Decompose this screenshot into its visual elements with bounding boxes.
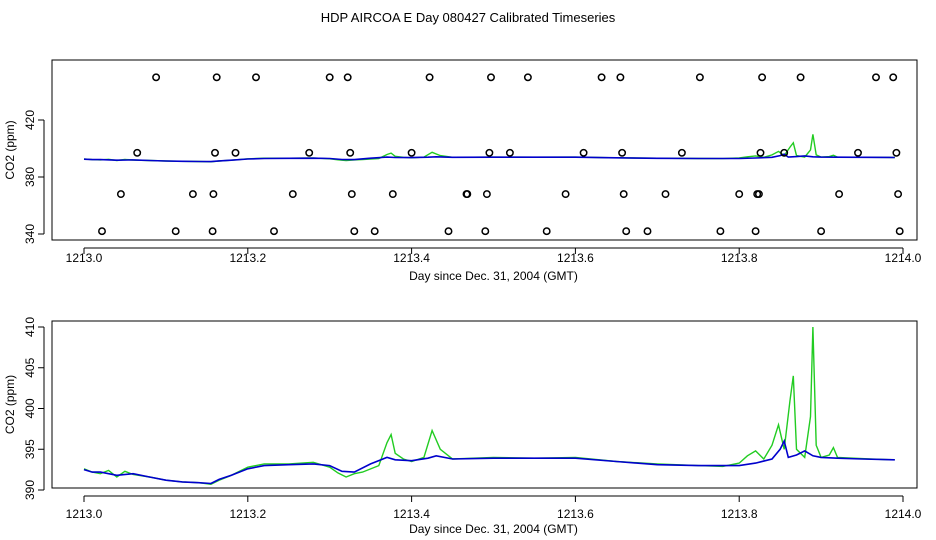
calibration-point bbox=[597, 73, 606, 82]
calibration-point bbox=[133, 148, 142, 157]
x-axis-label: Day since Dec. 31, 2004 (GMT) bbox=[409, 522, 578, 536]
x-tick-label: 1213.8 bbox=[721, 251, 758, 265]
bottom-panel-co2-timeseries: 1213.0 1213.2 1213.4 1213.6 1213.8 1214.0 Day … bbox=[3, 317, 922, 536]
calibration-point bbox=[116, 190, 125, 199]
y-tick-label: 410 bbox=[23, 317, 37, 337]
plot-frame bbox=[51, 59, 918, 241]
calibration-point bbox=[171, 227, 180, 236]
calibration-point bbox=[212, 73, 221, 82]
series-line-green bbox=[83, 326, 895, 486]
calibration-point bbox=[735, 190, 744, 199]
calibration-point bbox=[895, 227, 904, 236]
calibration-point bbox=[444, 227, 453, 236]
calibration-point bbox=[780, 148, 789, 157]
calibration-point bbox=[643, 227, 652, 236]
series-line-blue bbox=[83, 153, 895, 163]
calibration-point bbox=[618, 148, 627, 157]
calibration-point bbox=[388, 190, 397, 199]
calibration-point bbox=[209, 190, 218, 199]
x-tick-label: 1213.2 bbox=[229, 507, 266, 521]
y-axis-label: CO2 (ppm) bbox=[3, 120, 17, 179]
y-axis-label: CO2 (ppm) bbox=[3, 375, 17, 434]
calibration-point bbox=[481, 227, 490, 236]
calibration-point bbox=[482, 190, 491, 199]
calibration-point bbox=[579, 148, 588, 157]
y-tick-label: 380 bbox=[23, 167, 37, 187]
calibration-point bbox=[622, 227, 631, 236]
calibration-point bbox=[677, 148, 686, 157]
calibration-point bbox=[542, 227, 551, 236]
top-panel-calibration-points: 1213.0 1213.2 1213.4 1213.6 1213.8 1214.0 Day … bbox=[3, 59, 922, 283]
series-line-blue bbox=[83, 438, 895, 485]
x-tick-label: 1213.0 bbox=[66, 507, 103, 521]
calibration-point bbox=[343, 73, 352, 82]
calibration-point bbox=[872, 73, 880, 82]
figure-title: HDP AIRCOA E Day 080427 Calibrated Times… bbox=[321, 10, 616, 25]
x-tick-label: 1213.6 bbox=[557, 507, 594, 521]
calibration-point bbox=[661, 190, 670, 199]
calibration-point bbox=[188, 190, 197, 199]
calibration-point bbox=[370, 227, 379, 236]
plot-area bbox=[83, 73, 904, 236]
calibration-point bbox=[754, 190, 763, 199]
y-tick-label: 400 bbox=[23, 398, 37, 418]
calibration-point bbox=[231, 148, 240, 157]
calibration-point bbox=[152, 73, 161, 82]
calibration-point bbox=[346, 148, 355, 157]
calibration-point bbox=[889, 73, 898, 82]
calibration-point bbox=[505, 148, 514, 157]
calibration-point bbox=[305, 148, 314, 157]
x-axis-label: Day since Dec. 31, 2004 (GMT) bbox=[409, 269, 578, 283]
calibration-point bbox=[616, 73, 625, 82]
calibration-point bbox=[756, 148, 765, 157]
y-tick-label: 395 bbox=[23, 439, 37, 459]
calibration-point bbox=[350, 227, 359, 236]
y-tick-label: 340 bbox=[23, 224, 37, 244]
y-tick-label: 405 bbox=[23, 357, 37, 377]
calibration-point bbox=[211, 148, 219, 157]
y-tick-label: 420 bbox=[23, 110, 37, 130]
calibration-point bbox=[854, 148, 862, 157]
calibration-point bbox=[894, 190, 903, 199]
x-tick-label: 1213.6 bbox=[557, 251, 594, 265]
x-tick-label: 1213.0 bbox=[66, 251, 103, 265]
x-tick-label: 1213.4 bbox=[393, 251, 430, 265]
x-tick-label: 1214.0 bbox=[885, 507, 922, 521]
calibration-point bbox=[817, 227, 826, 236]
calibration-point bbox=[796, 73, 805, 82]
calibration-point bbox=[751, 227, 760, 236]
calibration-point bbox=[208, 227, 217, 236]
plot-area bbox=[83, 326, 895, 486]
calibration-point bbox=[619, 190, 628, 199]
calibration-point bbox=[463, 190, 472, 199]
x-tick-label: 1213.2 bbox=[229, 251, 266, 265]
calibration-point bbox=[98, 227, 106, 236]
calibration-point bbox=[523, 73, 532, 82]
x-tick-label: 1214.0 bbox=[885, 251, 922, 265]
calibration-point bbox=[252, 73, 260, 82]
calibration-point bbox=[561, 190, 570, 199]
calibration-point bbox=[425, 73, 434, 82]
x-tick-label: 1213.8 bbox=[721, 507, 758, 521]
calibration-point bbox=[325, 73, 334, 82]
calibration-point bbox=[835, 190, 844, 199]
calibration-point bbox=[758, 73, 767, 82]
calibration-point bbox=[716, 227, 725, 236]
calibration-point bbox=[485, 148, 494, 157]
calibration-point bbox=[270, 227, 278, 236]
calibration-point bbox=[487, 73, 495, 82]
calibration-point bbox=[407, 148, 416, 157]
plot-frame bbox=[51, 320, 918, 489]
y-tick-label: 390 bbox=[23, 480, 37, 500]
calibration-point bbox=[695, 73, 704, 82]
calibration-point bbox=[347, 190, 356, 199]
calibration-point bbox=[288, 190, 297, 199]
x-tick-label: 1213.4 bbox=[393, 507, 430, 521]
calibration-point bbox=[892, 148, 901, 157]
